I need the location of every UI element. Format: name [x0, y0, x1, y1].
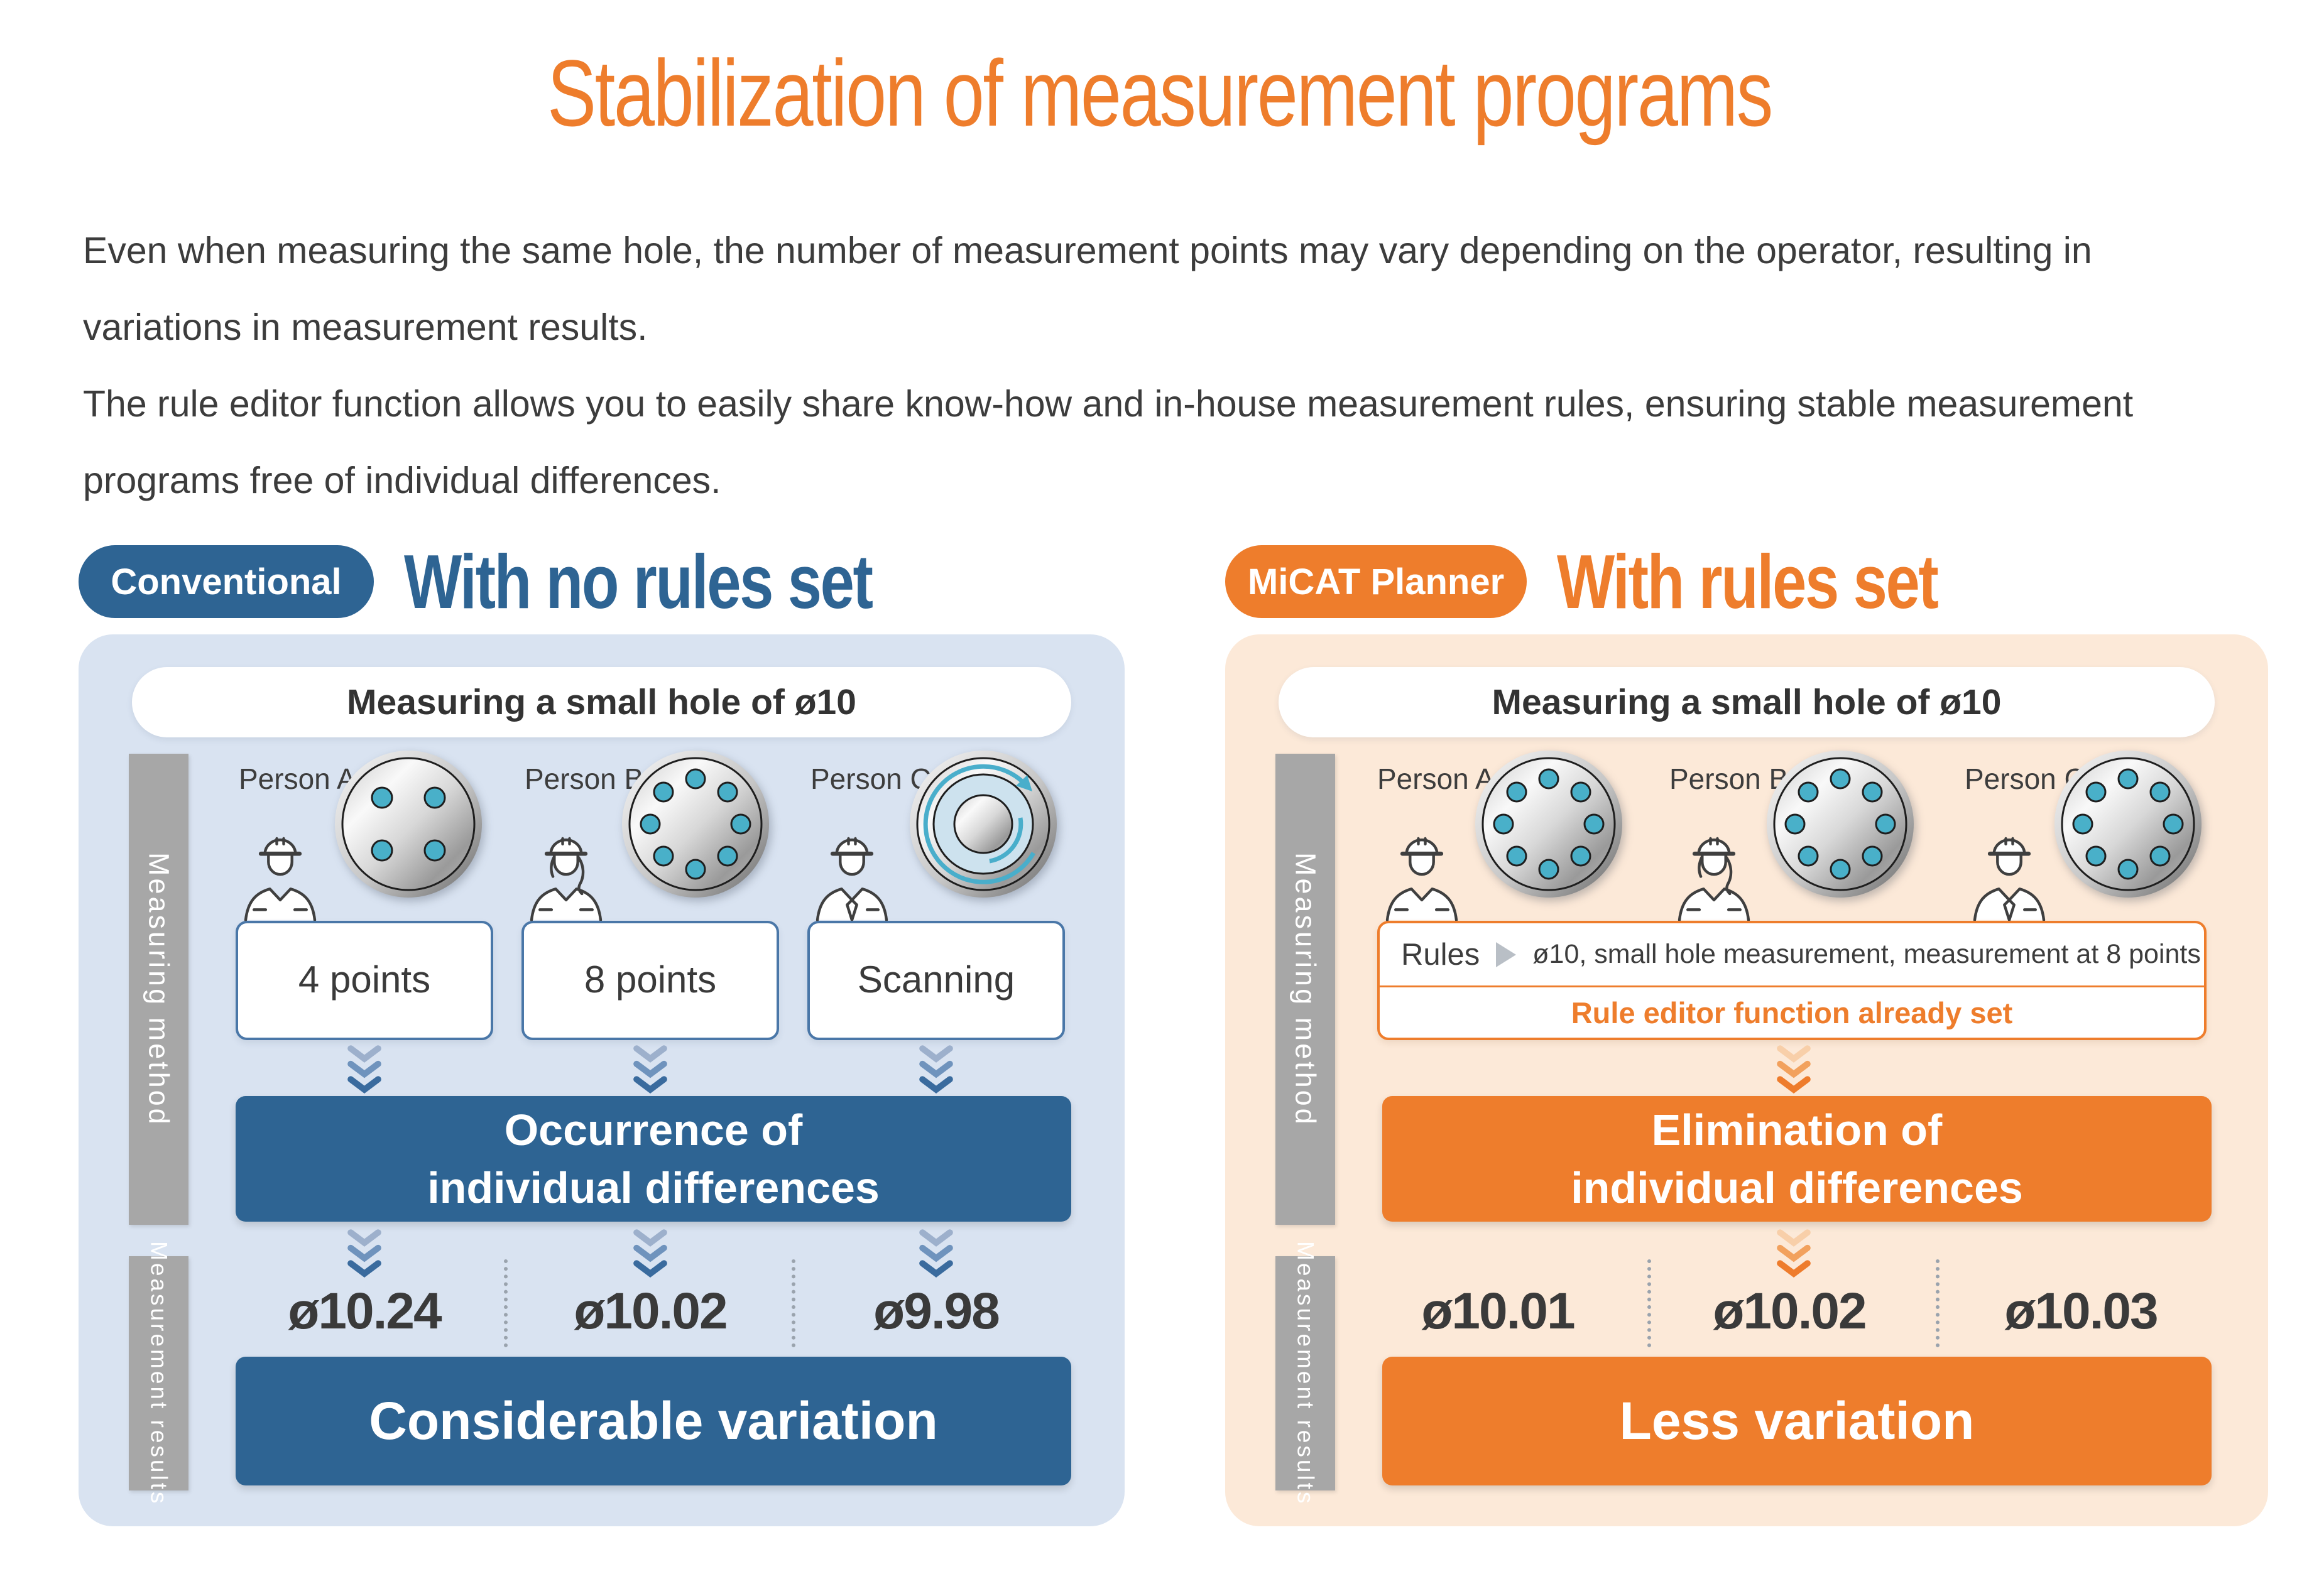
measurement-results-label-right: Measurement results [1292, 1240, 1319, 1506]
person-a-label: Person A [239, 763, 356, 795]
chevron-down-icon [1780, 1048, 1808, 1090]
worker-c-icon [1968, 818, 2051, 921]
result-value: ø10.02 [1713, 1283, 1867, 1340]
worker-c-icon [810, 818, 893, 921]
conventional-header: Conventional With no rules set [79, 539, 989, 624]
dotted-divider [792, 1259, 795, 1347]
disc-8-holes-icon [1474, 749, 1623, 899]
disc-8-holes-icon [2053, 749, 2203, 899]
method-box-8-points: 8 points [521, 921, 779, 1040]
occurrence-banner-line2: individual differences [427, 1163, 880, 1212]
rules-label: Rules [1401, 937, 1480, 972]
considerable-variation-banner: Considerable variation [236, 1357, 1071, 1485]
person-c-label: Person C [810, 763, 931, 795]
chevron-down-icon [922, 1048, 950, 1090]
rules-text: ø10, small hole measurement, measurement… [1532, 939, 2201, 970]
chevron-down-icon [1780, 1232, 1808, 1274]
measuring-method-label-right: Measuring method [1289, 852, 1322, 1127]
micat-planner-panel: Measuring a small hole of ø10 Measuring … [1225, 634, 2268, 1526]
measurement-results-bar-left: Measurement results [129, 1241, 188, 1506]
rules-arrow-icon [1496, 942, 1517, 967]
chevron-down-icon [351, 1232, 378, 1274]
result-value: ø10.01 [1421, 1283, 1575, 1340]
intro-paragraph-1: Even when measuring the same hole, the n… [83, 230, 2092, 348]
result-value: ø10.03 [2004, 1283, 2158, 1340]
no-rules-heading: With no rules set [404, 539, 873, 624]
intro-paragraph-2: The rule editor function allows you to e… [83, 383, 2134, 501]
chevron-down-icon [351, 1048, 378, 1090]
worker-b-icon [525, 818, 608, 921]
measurement-results-label-left: Measurement results [146, 1240, 172, 1506]
chevron-down-icon [636, 1048, 664, 1090]
person-b-label: Person B [1669, 763, 1789, 795]
panel-title-right: Measuring a small hole of ø10 [1279, 667, 2215, 737]
occurrence-banner: Occurrence of individual differences [236, 1096, 1071, 1222]
less-variation-banner: Less variation [1382, 1357, 2212, 1485]
disc-8-holes-icon [1765, 749, 1915, 899]
person-a-label: Person A [1377, 763, 1495, 795]
disc-scanning-icon [908, 749, 1059, 899]
disc-4-holes-icon [334, 749, 483, 899]
dotted-divider [504, 1259, 508, 1347]
measuring-method-bar-left: Measuring method [129, 754, 188, 1225]
worker-b-icon [1672, 818, 1755, 921]
rules-box: Rules ø10, small hole measurement, measu… [1377, 921, 2207, 1040]
conventional-panel: Measuring a small hole of ø10 Measuring … [79, 634, 1125, 1526]
intro-text: Even when measuring the same hole, the n… [83, 212, 2244, 519]
worker-a-icon [239, 818, 322, 921]
micat-planner-header: MiCAT Planner With rules set [1225, 539, 2033, 624]
page-title: Stabilization of measurement programs [547, 40, 1773, 146]
occurrence-banner-line1: Occurrence of [504, 1105, 803, 1154]
chevron-down-icon [922, 1232, 950, 1274]
dotted-divider [1936, 1259, 1940, 1347]
rule-editor-status: Rule editor function already set [1571, 996, 2013, 1029]
disc-8-holes-icon [621, 749, 770, 899]
elimination-banner: Elimination of individual differences [1382, 1096, 2212, 1222]
result-value: ø10.02 [574, 1283, 728, 1340]
measurement-results-bar-right: Measurement results [1275, 1241, 1335, 1506]
panel-title-left: Measuring a small hole of ø10 [132, 667, 1071, 737]
worker-a-icon [1380, 818, 1463, 921]
micat-planner-badge: MiCAT Planner [1225, 545, 1527, 618]
elimination-banner-line1: Elimination of [1651, 1105, 1943, 1154]
rule-editor-status-row: Rule editor function already set [1380, 987, 2204, 1038]
rules-definition-row: Rules ø10, small hole measurement, measu… [1380, 923, 2204, 988]
person-b-label: Person B [525, 763, 644, 795]
method-box-scanning: Scanning [807, 921, 1065, 1040]
dotted-divider [1647, 1259, 1651, 1347]
rules-set-heading: With rules set [1557, 539, 1939, 624]
result-value: ø10.24 [288, 1283, 442, 1340]
method-box-4-points: 4 points [236, 921, 493, 1040]
chevron-down-icon [636, 1232, 664, 1274]
result-value: ø9.98 [873, 1283, 1000, 1340]
conventional-badge: Conventional [79, 545, 374, 618]
elimination-banner-line2: individual differences [1571, 1163, 2023, 1212]
measuring-method-label-left: Measuring method [143, 852, 175, 1127]
measuring-method-bar-right: Measuring method [1275, 754, 1335, 1225]
